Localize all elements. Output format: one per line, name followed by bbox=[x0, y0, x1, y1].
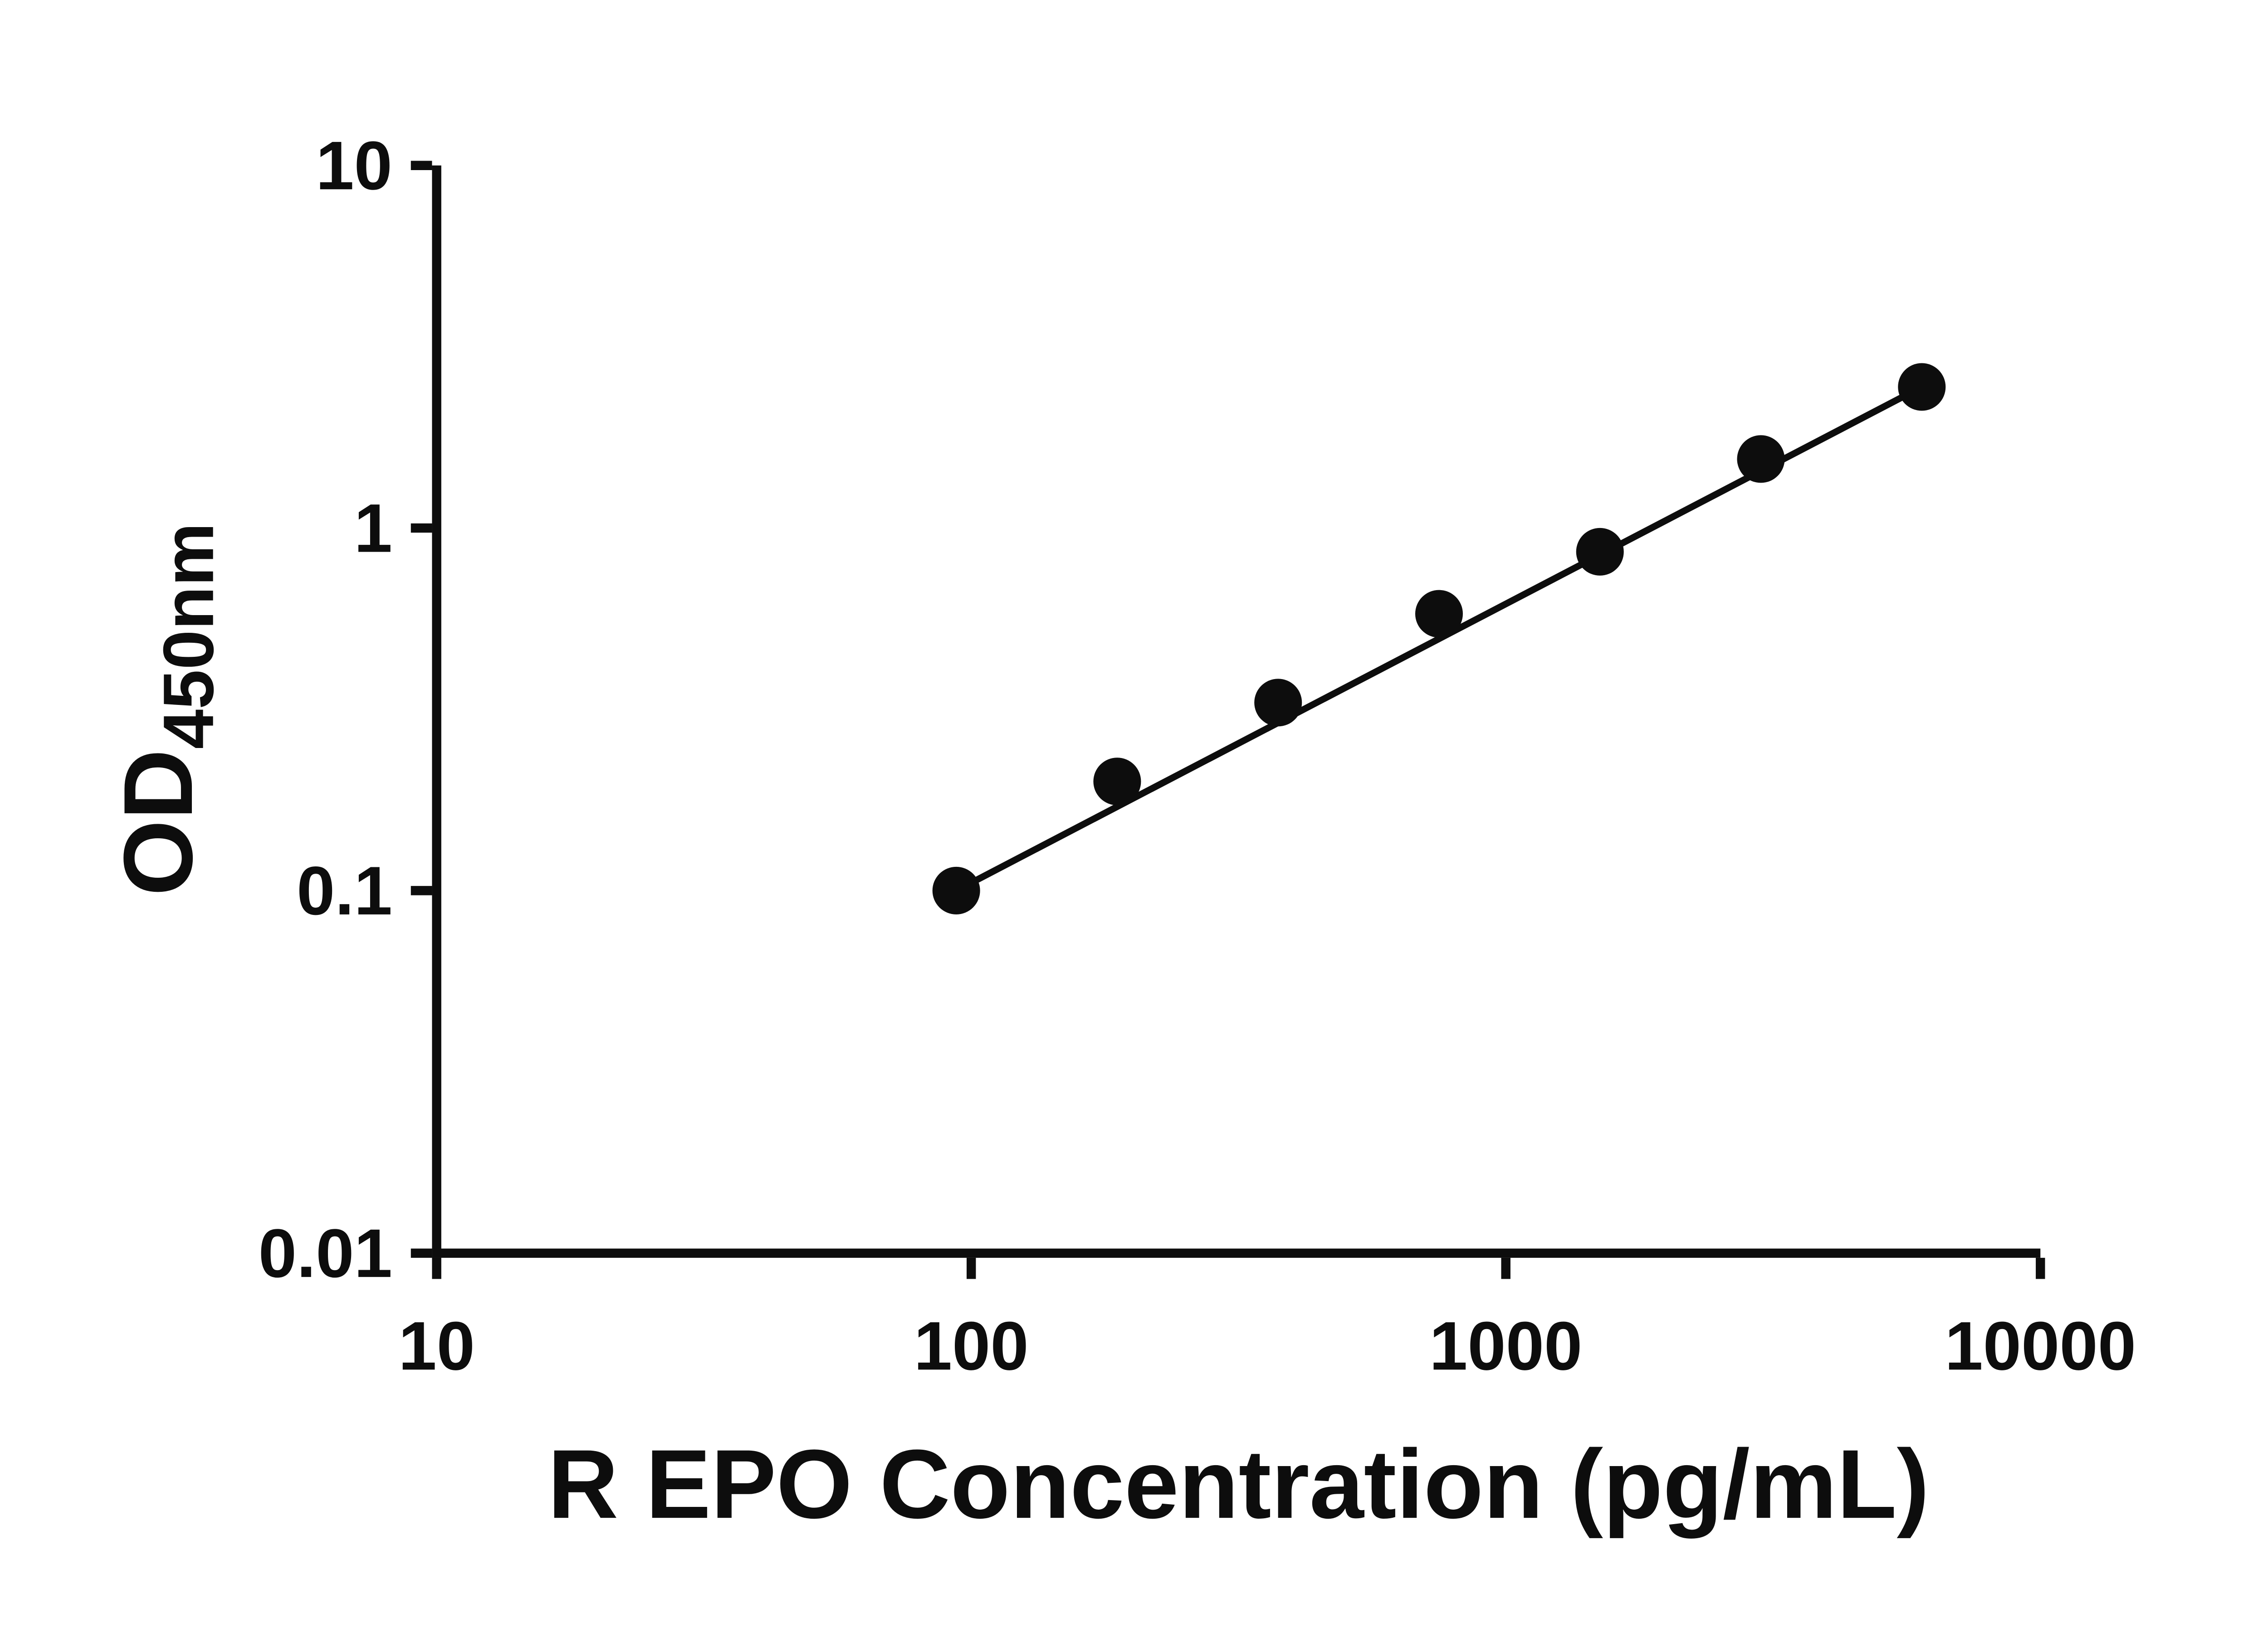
axes: 10 100 1000 10000 0.01 0.1 1 10 bbox=[259, 127, 2136, 1384]
data-point bbox=[1898, 363, 1946, 411]
y-tick-label: 0.1 bbox=[297, 853, 392, 929]
y-axis-title: OD450nm bbox=[103, 523, 229, 896]
y-tick-label: 1 bbox=[354, 490, 392, 567]
data-point bbox=[1737, 435, 1785, 483]
x-tick-label: 10000 bbox=[1945, 1308, 2136, 1384]
data-point bbox=[932, 866, 980, 914]
data-point bbox=[1093, 758, 1141, 806]
data-point bbox=[1415, 590, 1463, 638]
y-axis-title-subscript: 450nm bbox=[149, 523, 229, 749]
x-tick-label: 1000 bbox=[1429, 1308, 1582, 1384]
y-axis-title-main: OD bbox=[103, 749, 213, 896]
x-tick-label: 10 bbox=[398, 1308, 475, 1384]
y-tick-label: 10 bbox=[316, 127, 392, 204]
data-point bbox=[1576, 528, 1624, 576]
x-axis-title: R EPO Concentration (pg/mL) bbox=[547, 1429, 1929, 1539]
data-point bbox=[1254, 679, 1302, 727]
y-tick-label: 0.01 bbox=[259, 1215, 392, 1292]
x-tick-label: 100 bbox=[914, 1308, 1029, 1384]
plot-series bbox=[932, 363, 1946, 914]
